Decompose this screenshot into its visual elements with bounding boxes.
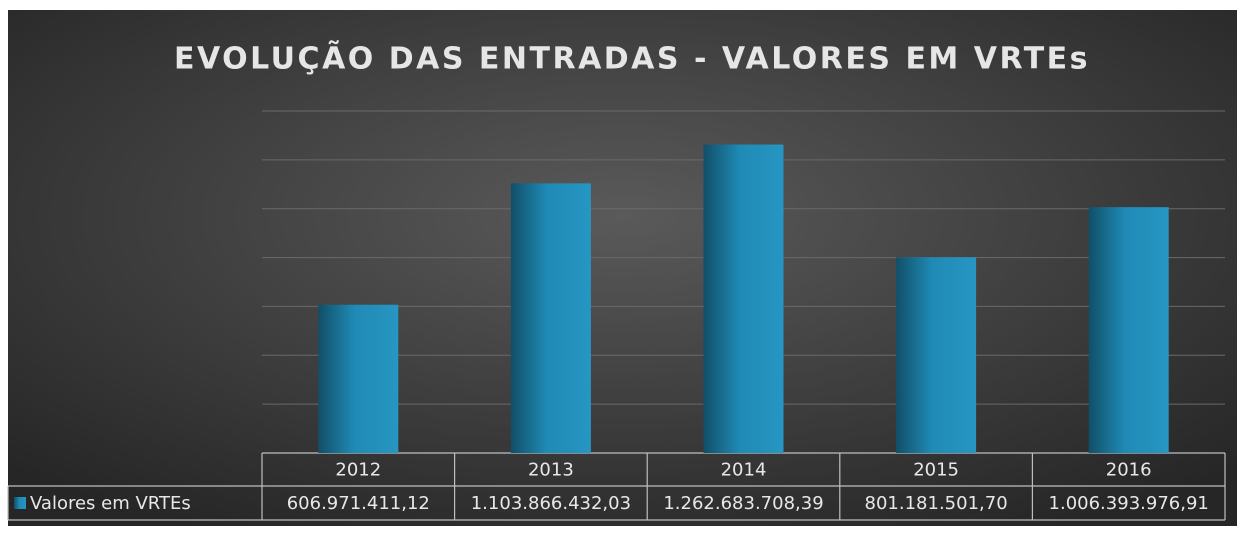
data-label: 1.262.683.708,39 — [663, 493, 823, 514]
data-label: 1.006.393.976,91 — [1049, 493, 1209, 514]
data-label: 1.103.866.432,03 — [471, 493, 631, 514]
chart-background — [8, 10, 1237, 526]
chart-title: EVOLUÇÃO DAS ENTRADAS - VALORES EM VRTEs — [174, 40, 1090, 77]
bar — [1088, 207, 1169, 453]
data-label: 606.971.411,12 — [287, 493, 430, 514]
bar — [510, 183, 591, 454]
x-tick-label: 2013 — [528, 460, 574, 481]
data-label: 801.181.501,70 — [865, 493, 1008, 514]
bar — [703, 144, 784, 453]
x-tick-label: 2016 — [1106, 460, 1152, 481]
bar — [318, 304, 399, 453]
x-tick-label: 2015 — [913, 460, 959, 481]
x-tick-label: 2012 — [335, 460, 381, 481]
x-tick-label: 2014 — [721, 460, 767, 481]
legend-label: Valores em VRTEs — [30, 493, 191, 514]
bar — [896, 257, 977, 453]
legend-key — [14, 497, 26, 509]
